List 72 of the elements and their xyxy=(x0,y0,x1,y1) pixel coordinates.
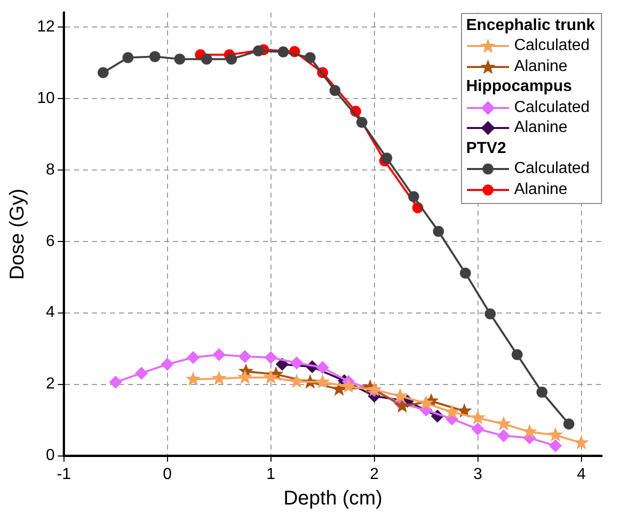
point xyxy=(381,152,392,164)
point xyxy=(263,370,278,384)
point xyxy=(408,191,420,202)
annotation: PTV2 xyxy=(466,138,508,159)
y-tick-label: 4 xyxy=(46,304,55,322)
x-tick-label: 4 xyxy=(576,466,586,483)
point xyxy=(276,358,289,371)
annotation: Encephalic trunk xyxy=(466,16,595,36)
legend-label: Calculated xyxy=(514,36,590,56)
point xyxy=(548,427,564,442)
point xyxy=(160,358,174,371)
point xyxy=(471,422,484,436)
x-tick-label: -1 xyxy=(56,466,72,483)
point xyxy=(278,46,289,58)
legend-label: Alanine xyxy=(514,56,568,77)
point xyxy=(290,356,304,370)
point xyxy=(252,45,264,56)
y-tick-label: 2 xyxy=(46,376,55,393)
x-tick-label: 3 xyxy=(473,466,482,483)
x-axis-title: Depth (cm) xyxy=(283,488,382,510)
point xyxy=(201,54,212,65)
legend-label: Alanine xyxy=(514,118,568,138)
point xyxy=(226,54,237,65)
point xyxy=(432,226,444,237)
point xyxy=(536,386,548,398)
point xyxy=(394,398,410,413)
point xyxy=(392,388,408,403)
point xyxy=(340,378,356,393)
point xyxy=(186,371,201,386)
point xyxy=(109,376,122,389)
point xyxy=(186,351,200,364)
y-tick-label: 0 xyxy=(46,447,55,464)
y-tick-label: 10 xyxy=(37,90,55,107)
point xyxy=(512,349,523,360)
point xyxy=(211,370,227,386)
point xyxy=(134,366,148,380)
legend-label: Calculated xyxy=(514,159,590,180)
point xyxy=(329,85,340,96)
legend-label: Alanine xyxy=(514,180,568,200)
point xyxy=(484,308,496,320)
point xyxy=(356,116,368,128)
point xyxy=(470,410,486,424)
point xyxy=(174,54,186,65)
y-tick-label: 6 xyxy=(46,232,55,250)
y-axis-title: Dose (Gy) xyxy=(6,188,29,280)
x-tick-label: 1 xyxy=(266,466,276,483)
point xyxy=(444,404,460,419)
point xyxy=(574,434,589,450)
point xyxy=(496,416,512,430)
point xyxy=(548,439,562,452)
point xyxy=(418,395,434,410)
point xyxy=(314,374,330,389)
point xyxy=(98,67,109,78)
y-tick-label: 8 xyxy=(46,161,55,178)
legend-label: Calculated xyxy=(514,98,590,118)
point xyxy=(289,373,304,388)
point xyxy=(238,350,252,363)
point xyxy=(460,268,471,279)
x-tick-label: 2 xyxy=(370,466,379,483)
annotation: Hippocampus xyxy=(466,77,573,98)
point xyxy=(237,370,253,384)
point xyxy=(497,429,510,442)
point xyxy=(563,418,574,430)
point xyxy=(212,348,226,362)
point xyxy=(316,361,330,374)
point xyxy=(149,51,160,62)
x-tick-label: 0 xyxy=(162,466,172,483)
y-tick-label: 12 xyxy=(37,18,55,36)
point xyxy=(332,381,347,396)
point xyxy=(304,52,316,64)
point xyxy=(122,52,134,64)
point xyxy=(264,351,278,364)
